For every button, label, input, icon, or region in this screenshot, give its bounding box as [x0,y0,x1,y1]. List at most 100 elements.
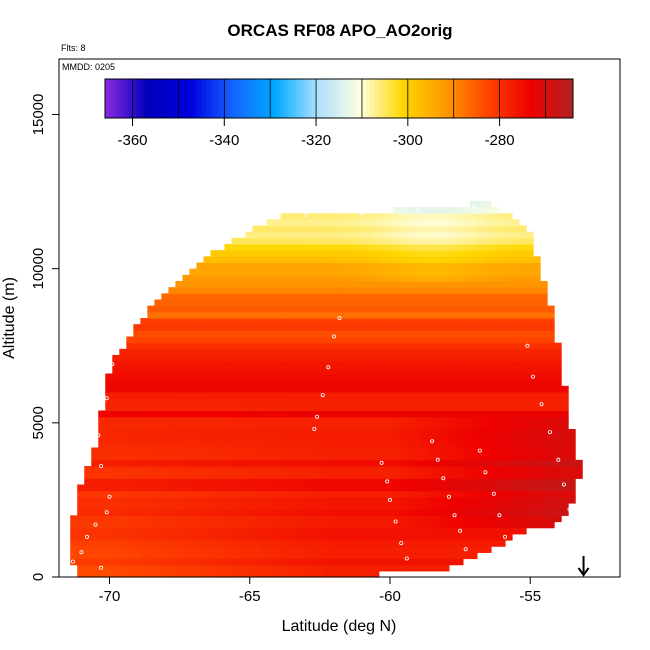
heatmap-cell [533,342,541,350]
heatmap-cell [119,466,127,473]
heatmap-cell [210,521,219,529]
heatmap-cell [350,305,359,313]
heatmap-cell [266,392,275,399]
heatmap-cell [385,490,394,498]
heatmap-cell [519,367,527,375]
heatmap-cell [259,459,268,467]
heatmap-cell [182,447,191,455]
heatmap-cell [280,410,289,418]
heatmap-cell [301,459,310,467]
heatmap-cell [343,392,352,399]
heatmap-cell [105,546,113,553]
heatmap-cell [504,478,513,486]
heatmap-cell [371,367,380,375]
heatmap-cell [175,373,184,381]
heatmap-cell [91,503,99,510]
heatmap-cell [350,237,359,245]
heatmap-cell [554,459,562,467]
heatmap-cell [161,305,169,313]
heatmap-cell [294,509,303,516]
heatmap-cell [301,404,310,412]
heatmap-cell [399,515,408,523]
heatmap-cell [504,416,513,424]
heatmap-cell [519,281,527,288]
heatmap-cell [315,533,324,541]
heatmap-cell [175,392,184,399]
heatmap-cell [378,503,387,510]
heatmap-cell [385,540,394,547]
heatmap-cell [350,392,359,399]
heatmap-cell [476,453,485,461]
heatmap-cell [392,558,401,566]
heatmap-cell [512,318,520,325]
arrow-head [577,567,590,577]
colorbar-swatch [393,79,398,118]
heatmap-cell [189,385,198,393]
heatmap-cell [252,416,261,424]
heatmap-cell [266,293,275,301]
heatmap-cell [526,392,534,399]
heatmap-cell [203,410,212,418]
heatmap-cell [217,466,226,473]
heatmap-cell [84,527,92,535]
heatmap-cell [308,496,317,504]
heatmap-cell [119,459,127,467]
heatmap-cell [294,490,303,498]
heatmap-cell [315,361,324,368]
heatmap-cell [126,564,134,572]
heatmap-cell [196,311,205,319]
heatmap-cell [196,287,205,294]
heatmap-cell [238,429,247,436]
heatmap-cell [329,441,338,449]
heatmap-cell [357,533,366,541]
heatmap-cell [399,533,408,541]
heatmap-cell [427,429,436,436]
heatmap-cell [308,324,317,331]
heatmap-cell [119,521,127,529]
heatmap-cell [322,546,331,553]
heatmap-cell [315,348,324,356]
date-annotation: MMDD: 0205 [62,62,115,72]
heatmap-cell [182,558,191,566]
heatmap-cell [322,472,331,479]
heatmap-cell [231,422,240,430]
heatmap-cell [483,515,492,523]
heatmap-cell [406,299,415,307]
heatmap-cell [504,490,513,498]
heatmap-cell [462,336,471,344]
heatmap-cell [266,478,275,486]
heatmap-cell [441,546,450,553]
heatmap-cell [196,490,205,498]
heatmap-cell [147,447,155,455]
heatmap-cell [476,484,485,492]
heatmap-cell [287,287,296,294]
heatmap-cell [77,521,85,529]
heatmap-cell [308,540,317,547]
heatmap-cell [294,324,303,331]
heatmap-cell [329,558,338,566]
heatmap-cell [441,281,450,288]
heatmap-cell [350,244,359,251]
heatmap-cell [168,540,176,547]
heatmap-cell [140,552,148,560]
heatmap-cell [392,311,401,319]
heatmap-cell [133,521,141,529]
heatmap-cell [322,305,331,313]
heatmap-cell [483,324,492,331]
heatmap-cell [287,318,296,325]
heatmap-cell [350,509,359,516]
heatmap-cell [406,398,415,405]
heatmap-cell [210,410,219,418]
heatmap-cell [210,318,219,325]
heatmap-cell [343,521,352,529]
heatmap-cell [280,225,289,233]
heatmap-cell [329,521,338,529]
heatmap-cell [112,361,120,368]
heatmap-cell [385,472,394,479]
heatmap-cell [455,453,464,461]
heatmap-cell [434,268,443,276]
heatmap-cell [112,435,120,442]
heatmap-cell [448,373,457,381]
heatmap-cell [329,355,338,362]
heatmap-cell [385,392,394,399]
